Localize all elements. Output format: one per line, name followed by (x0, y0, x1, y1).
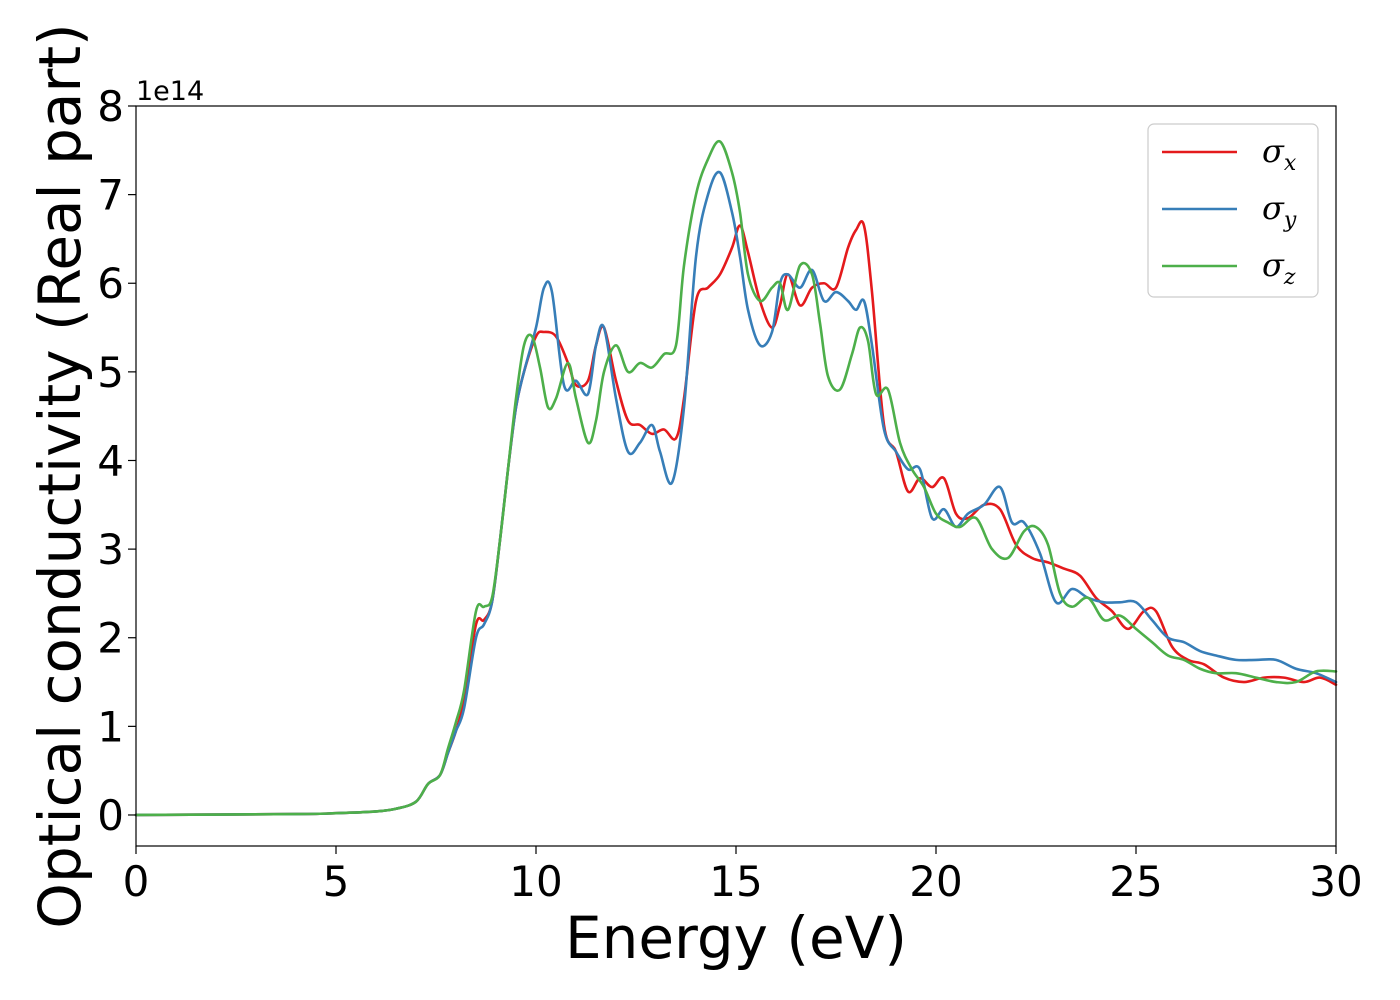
legend-box (1147, 123, 1319, 298)
x-axis-label: Energy (eV) (565, 904, 907, 972)
x-tick-label: 15 (709, 857, 762, 906)
x-tick-label: 25 (1109, 857, 1162, 906)
y-tick-label: 5 (97, 348, 124, 397)
x-tick-label: 30 (1309, 857, 1362, 906)
x-tick-label: 0 (123, 857, 150, 906)
y-axis-ticks: 0 1 2 3 4 5 6 7 8 (97, 82, 136, 840)
series-layer (134, 139, 1338, 817)
y-tick-label: 3 (97, 525, 124, 574)
x-tick-label: 10 (509, 857, 562, 906)
x-axis-ticks: 0 5 10 15 20 25 30 (123, 846, 1363, 906)
y-tick-label: 8 (97, 82, 124, 131)
y-tick-label: 4 (97, 436, 124, 485)
y-offset-label: 1e14 (136, 76, 204, 107)
y-tick-label: 0 (97, 791, 124, 840)
legend-label-x: σx (1262, 132, 1297, 176)
legend-label-y: σy (1262, 189, 1297, 233)
legend-label-z: σz (1262, 246, 1296, 290)
legend: σx σy σz (1147, 123, 1319, 298)
x-tick-label: 20 (909, 857, 962, 906)
x-tick-label: 5 (323, 857, 350, 906)
y-tick-label: 7 (97, 171, 124, 220)
series-line-z (134, 139, 1338, 817)
y-tick-label: 2 (97, 614, 124, 663)
y-tick-label: 6 (97, 259, 124, 308)
y-tick-label: 1 (97, 702, 124, 751)
y-axis-label: Optical conductivity (Real part) (26, 23, 94, 928)
